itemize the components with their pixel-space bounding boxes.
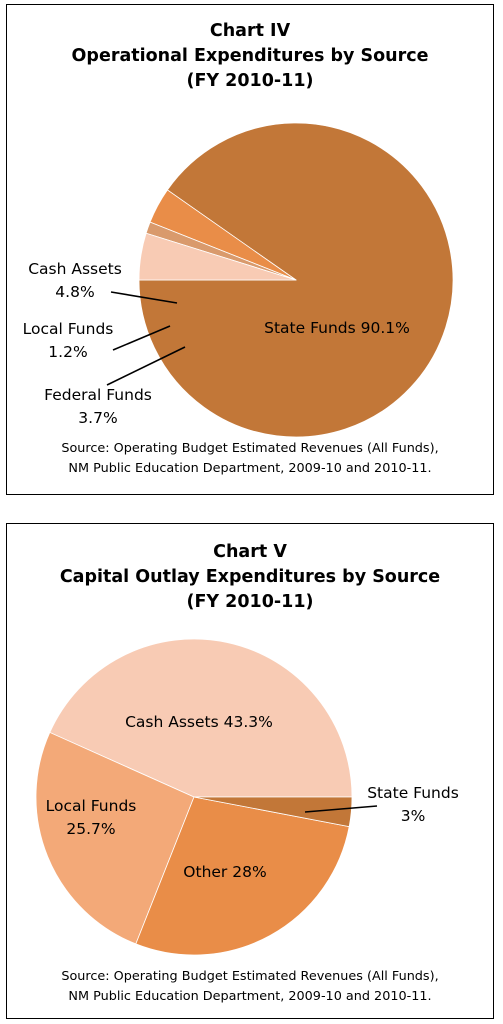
leader-line-federal-funds: [106, 346, 186, 386]
chart-v-title-line-1: Chart V: [213, 542, 287, 562]
chart-v-pie: Cash Assets 43.3% Local Funds 25.7% Other 2…: [35, 638, 459, 956]
pie-label-state-funds: State Funds 90.1%: [264, 319, 410, 337]
chart-v-panel: Chart V Capital Outlay Expenditures by S…: [6, 523, 494, 1019]
chart-iv-title: Chart IV Operational Expenditures by Sou…: [7, 19, 493, 94]
chart-iv-source-line-1: Source: Operating Budget Estimated Reven…: [61, 441, 439, 456]
leader-line-cash-assets: [110, 291, 178, 304]
leader-line-local-funds: [112, 325, 171, 351]
chart-v-title-line-2: Capital Outlay Expenditures by Source: [59, 567, 441, 587]
pie-slice-state-funds: [193, 796, 353, 828]
pie-slice-cash-assets: [138, 232, 297, 281]
chart-v-source-line-2: NM Public Education Department, 2009-10 …: [68, 989, 432, 1004]
pie-label-cash-assets: Cash Assets: [28, 260, 122, 278]
pie-label-local-funds: Local Funds: [23, 320, 114, 338]
chart-iv-title-line-1: Chart IV: [209, 21, 291, 41]
chart-iv-title-line-2: Operational Expenditures by Source: [71, 46, 429, 66]
chart-v-title-line-3: (FY 2010-11): [186, 592, 314, 612]
chart-iv-title-line-3: (FY 2010-11): [186, 71, 314, 91]
chart-iv-pie: State Funds 90.1% Federal Funds 3.7% Local …: [23, 122, 454, 438]
chart-v-title: Chart V Capital Outlay Expenditures by S…: [7, 540, 493, 615]
pie-slice-local-funds: [35, 732, 195, 945]
pie-label-local-funds: Local Funds: [46, 797, 137, 815]
chart-iv-source-line-2: NM Public Education Department, 2009-10 …: [68, 461, 432, 476]
pie-label-federal-funds: Federal Funds: [44, 386, 152, 404]
leader-line-state-funds: [304, 805, 378, 813]
chart-iv-source: Source: Operating Budget Estimated Reven…: [7, 439, 493, 479]
chart-v-source-line-1: Source: Operating Budget Estimated Reven…: [61, 969, 439, 984]
pie-label-cash-assets: Cash Assets 43.3%: [125, 713, 273, 731]
pie-label-cash-assets: 4.8%: [55, 283, 94, 301]
pie-label-local-funds: 1.2%: [48, 343, 87, 361]
pie-label-federal-funds: 3.7%: [78, 409, 117, 427]
chart-iv-panel: Chart IV Operational Expenditures by Sou…: [6, 4, 494, 495]
pie-label-local-funds: 25.7%: [66, 820, 115, 838]
pie-slice-other: [135, 796, 350, 956]
pie-slice-cash-assets: [49, 638, 353, 798]
pie-label-state-funds: State Funds: [367, 784, 459, 802]
chart-v-source: Source: Operating Budget Estimated Reven…: [7, 967, 493, 1007]
pie-label-other: Other 28%: [183, 863, 266, 881]
pie-label-state-funds: 3%: [401, 807, 426, 825]
